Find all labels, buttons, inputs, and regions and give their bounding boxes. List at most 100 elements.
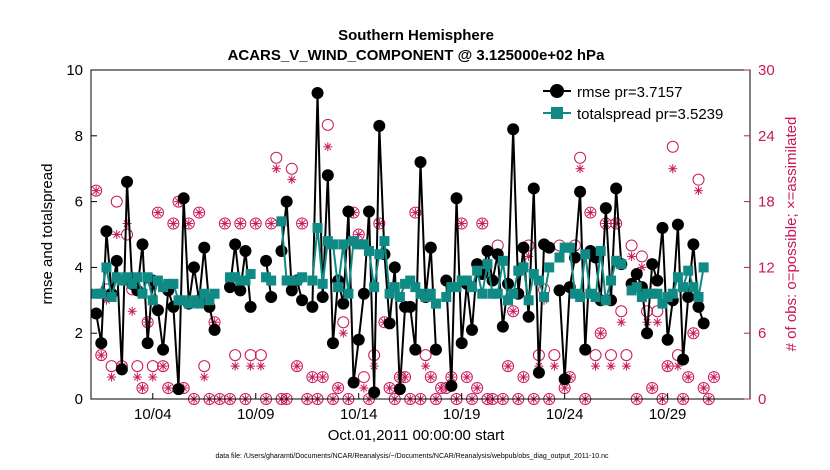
totalspread-point bbox=[261, 272, 272, 283]
obs-possible-point bbox=[136, 382, 149, 395]
totalspread-point bbox=[379, 236, 390, 247]
obs-assimilated-point bbox=[688, 328, 698, 338]
totalspread-point bbox=[322, 236, 333, 247]
obs-possible-point bbox=[270, 151, 283, 164]
obs-assimilated-point bbox=[91, 186, 101, 196]
rmse-point bbox=[687, 238, 700, 251]
obs-possible-point bbox=[146, 360, 159, 373]
obs-possible-point bbox=[687, 327, 700, 340]
obs-possible-point bbox=[321, 118, 334, 131]
obs-possible-point bbox=[218, 217, 231, 230]
obs-possible-point bbox=[707, 371, 720, 384]
totalspread-point bbox=[626, 285, 637, 296]
totalspread-point bbox=[389, 282, 400, 293]
rmse-point bbox=[368, 386, 381, 399]
rmse-point bbox=[424, 241, 437, 254]
totalspread-point bbox=[286, 275, 297, 286]
chart-title-line1: Southern Hemisphere bbox=[338, 27, 494, 44]
rmse-point bbox=[393, 383, 406, 396]
totalspread-point bbox=[122, 272, 133, 283]
totalspread-point bbox=[364, 245, 375, 256]
obs-possible-point bbox=[641, 305, 654, 318]
obs-assimilated-point bbox=[400, 372, 410, 382]
obs-assimilated-point bbox=[158, 361, 168, 371]
obs-assimilated-point bbox=[575, 164, 585, 174]
totalspread-point bbox=[425, 288, 436, 299]
rmse-point bbox=[229, 238, 242, 251]
obs-possible-point bbox=[167, 217, 180, 230]
obs-possible-point bbox=[604, 349, 617, 362]
obs-possible-point bbox=[244, 349, 257, 362]
rmse-point bbox=[265, 291, 278, 304]
totalspread-point bbox=[276, 216, 287, 227]
totalspread-point bbox=[327, 239, 338, 250]
obs-assimilated-point bbox=[709, 372, 719, 382]
obs-possible-point bbox=[290, 360, 303, 373]
rmse-point bbox=[141, 337, 154, 350]
x-axis-label: Oct.01,2011 00:00:00 start bbox=[328, 427, 505, 444]
totalspread-point bbox=[245, 268, 256, 279]
obs-possible-point bbox=[682, 371, 695, 384]
totalspread-point bbox=[559, 242, 570, 253]
data-file-footer: data file: /Users/gharamti/Documents/NCA… bbox=[215, 453, 609, 460]
totalspread-point bbox=[420, 292, 431, 303]
y-left-tick-label: 0 bbox=[75, 391, 83, 408]
rmse-point bbox=[115, 363, 128, 376]
y-right-tick-label: 0 bbox=[758, 391, 766, 408]
obs-assimilated-point bbox=[256, 361, 266, 371]
rmse-point bbox=[517, 241, 530, 254]
rmse-point bbox=[496, 320, 509, 333]
obs-possible-point bbox=[409, 206, 422, 219]
totalspread-point bbox=[137, 288, 148, 299]
rmse-point bbox=[543, 241, 556, 254]
totalspread-point bbox=[446, 282, 457, 293]
obs-assimilated-point bbox=[699, 383, 709, 393]
obs-assimilated-point bbox=[246, 361, 256, 371]
rmse-point bbox=[321, 169, 334, 182]
obs-possible-point bbox=[110, 195, 123, 208]
obs-assimilated-point bbox=[333, 383, 343, 393]
totalspread-point bbox=[297, 272, 308, 283]
rmse-point bbox=[110, 254, 123, 267]
obs-assimilated-point bbox=[153, 208, 163, 218]
totalspread-point bbox=[96, 288, 107, 299]
obs-assimilated-point bbox=[477, 219, 487, 229]
obs-assimilated-point bbox=[251, 219, 261, 229]
totalspread-point bbox=[225, 272, 236, 283]
rmse-point bbox=[121, 175, 134, 188]
totalspread-point bbox=[647, 288, 658, 299]
rmse-point bbox=[574, 185, 587, 198]
rmse-point bbox=[465, 323, 478, 336]
totalspread-point bbox=[585, 288, 596, 299]
rmse-point bbox=[383, 317, 396, 330]
totalspread-point bbox=[523, 295, 534, 306]
obs-possible-point bbox=[476, 217, 489, 230]
obs-assimilated-point bbox=[230, 361, 240, 371]
obs-possible-point bbox=[517, 371, 530, 384]
rmse-point bbox=[198, 241, 211, 254]
totalspread-point bbox=[199, 288, 210, 299]
x-tick-label: 10/24 bbox=[546, 406, 584, 423]
totalspread-point bbox=[672, 272, 683, 283]
totalspread-point bbox=[142, 272, 153, 283]
obs-possible-point bbox=[594, 327, 607, 340]
rmse-point bbox=[285, 284, 298, 297]
totalspread-point bbox=[688, 282, 699, 293]
obs-assimilated-point bbox=[292, 361, 302, 371]
rmse-point bbox=[224, 281, 237, 294]
totalspread-point bbox=[333, 282, 344, 293]
plot-area bbox=[91, 87, 720, 405]
rmse-point bbox=[347, 376, 360, 389]
rmse-point bbox=[172, 383, 185, 396]
obs-assimilated-point bbox=[127, 306, 137, 316]
totalspread-point bbox=[317, 278, 328, 289]
rmse-point bbox=[558, 373, 571, 386]
obs-possible-point bbox=[610, 217, 623, 230]
obs-assimilated-point bbox=[503, 361, 513, 371]
obs-possible-point bbox=[424, 371, 437, 384]
obs-assimilated-point bbox=[266, 219, 276, 229]
totalspread-point bbox=[595, 245, 606, 256]
legend-rmse-label: rmse pr=3.7157 bbox=[577, 84, 682, 101]
rmse-point bbox=[404, 300, 417, 313]
